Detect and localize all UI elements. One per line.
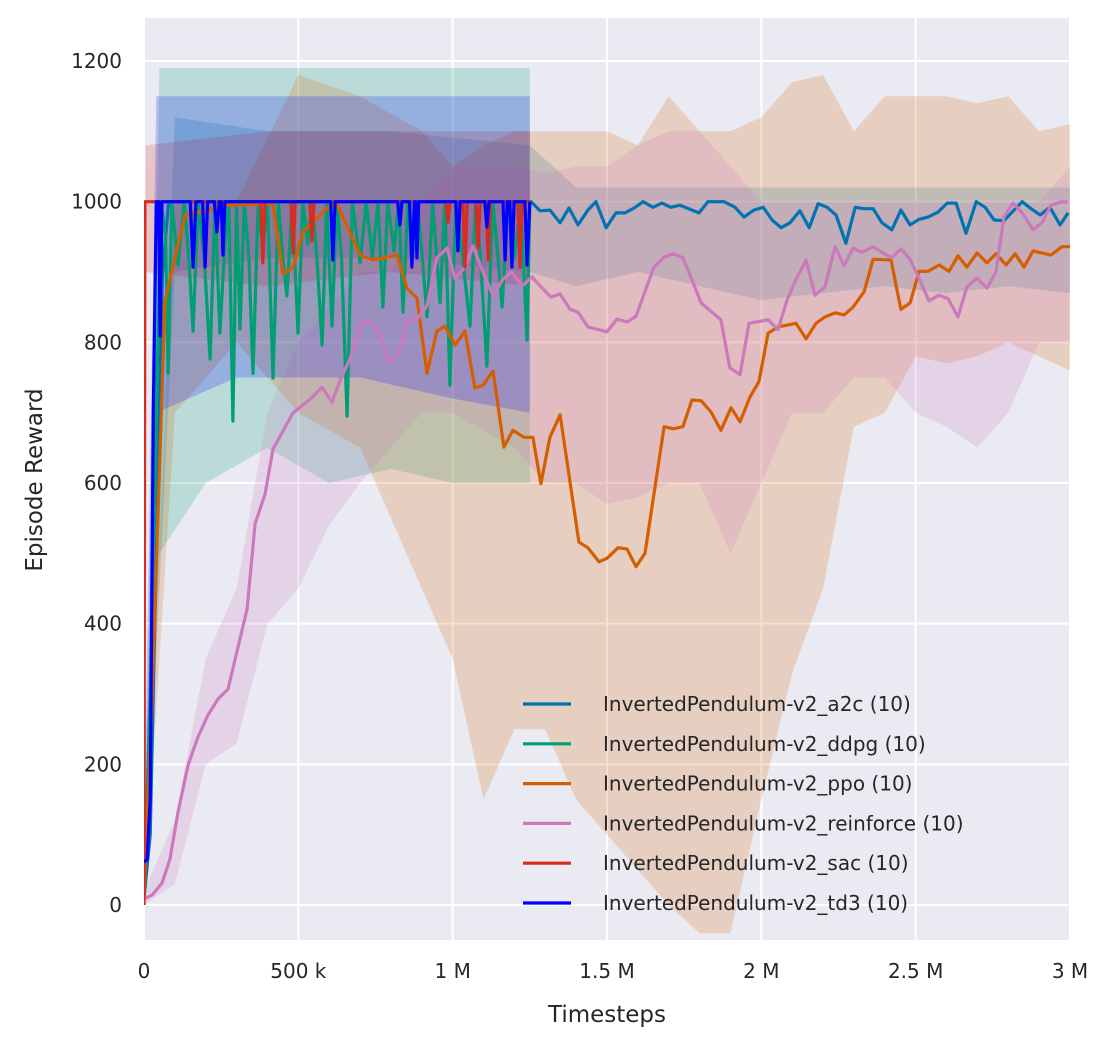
legend-label: InvertedPendulum-v2_reinforce (10) (603, 811, 964, 835)
series-line-5 (144, 200, 532, 864)
legend-label: InvertedPendulum-v2_ppo (10) (603, 772, 912, 796)
y-tick-label: 800 (84, 330, 122, 354)
confidence-band-3 (144, 131, 1070, 906)
legend-label: InvertedPendulum-v2_sac (10) (603, 851, 909, 875)
x-tick-label: 500 k (270, 959, 327, 983)
series-line-3 (144, 200, 1068, 901)
legend: InvertedPendulum-v2_a2c (10) InvertedPend… (523, 692, 964, 915)
confidence-band-2 (144, 75, 1070, 934)
y-tick-label: 200 (84, 752, 122, 776)
x-tick-label: 2 M (743, 959, 779, 983)
x-tick-label: 1 M (434, 959, 470, 983)
grid (143, 18, 1071, 940)
x-tick-label: 0 (138, 959, 151, 983)
series-lines (144, 200, 1070, 906)
legend-label: InvertedPendulum-v2_a2c (10) (603, 692, 911, 716)
y-tick-label: 0 (109, 893, 122, 917)
y-tick-label: 400 (84, 612, 122, 636)
legend-label: InvertedPendulum-v2_ddpg (10) (603, 732, 926, 756)
x-tick-label: 3 M (1052, 959, 1088, 983)
legend-label: InvertedPendulum-v2_td3 (10) (603, 891, 908, 915)
y-axis-ticks: 0 200 400 600 800 1000 1200 (71, 49, 122, 917)
confidence-band-0 (144, 117, 1070, 906)
series-line-2 (144, 202, 1070, 896)
y-axis-label: Episode Reward (22, 388, 48, 571)
series-line-0 (144, 200, 1070, 899)
x-axis-ticks: 0 500 k 1 M 1.5 M 2 M 2.5 M 3 M (138, 959, 1089, 983)
x-tick-label: 2.5 M (888, 959, 943, 983)
x-tick-label: 1.5 M (579, 959, 634, 983)
y-tick-label: 600 (84, 471, 122, 495)
y-tick-label: 1200 (71, 49, 122, 73)
y-tick-label: 1000 (71, 190, 122, 214)
x-axis-label: Timesteps (547, 1002, 666, 1028)
